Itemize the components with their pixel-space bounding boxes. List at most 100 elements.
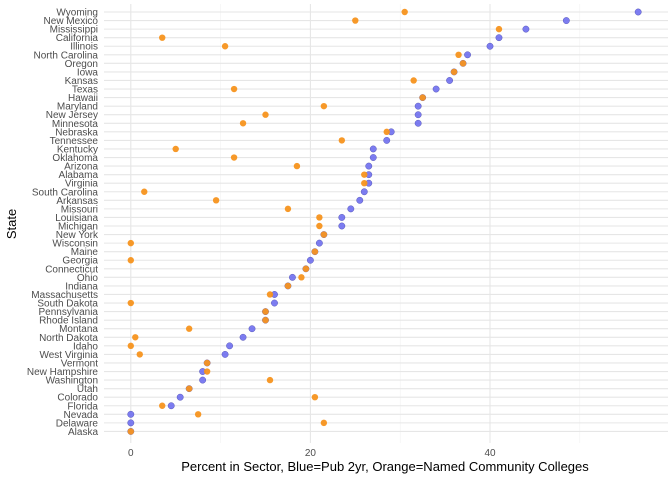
blue-point	[315, 239, 323, 247]
orange-point	[320, 102, 328, 110]
state-label: Wisconsin	[52, 239, 98, 250]
orange-point	[311, 248, 319, 255]
x-axis-title: Percent in Sector, Blue=Pub 2yr, Orange=…	[181, 459, 589, 474]
state-label: Minnesota	[52, 119, 99, 130]
blue-point	[127, 410, 135, 418]
state-label: Kentucky	[57, 144, 98, 155]
state-label: Pennsylvania	[39, 307, 99, 318]
blue-point	[239, 333, 247, 341]
state-label: Nevada	[64, 410, 99, 421]
blue-point	[369, 154, 377, 161]
orange-point	[203, 368, 211, 375]
blue-point	[446, 77, 453, 84]
state-label: California	[56, 33, 99, 44]
orange-point	[284, 282, 292, 290]
blue-point	[338, 222, 346, 230]
orange-point	[450, 68, 458, 76]
state-label: Ohio	[77, 273, 99, 284]
orange-point	[262, 316, 269, 324]
blue-point	[383, 136, 391, 144]
x-tick-label: 40	[484, 448, 496, 459]
orange-point	[194, 411, 202, 418]
orange-point	[221, 43, 229, 50]
blue-point	[221, 350, 229, 358]
state-label: Iowa	[77, 67, 99, 78]
state-label: Massachusetts	[31, 290, 98, 301]
orange-point	[172, 145, 179, 153]
state-label: Wyoming	[56, 8, 98, 19]
orange-point	[293, 162, 301, 170]
orange-point	[127, 428, 134, 435]
orange-point	[212, 197, 220, 204]
blue-point	[199, 376, 207, 384]
orange-point	[459, 60, 467, 67]
orange-point	[401, 8, 408, 16]
orange-point	[361, 171, 368, 178]
orange-point	[239, 120, 247, 127]
orange-point	[419, 94, 426, 101]
orange-point	[127, 257, 134, 264]
state-label: Maine	[71, 247, 99, 258]
state-label: North Dakota	[39, 333, 98, 344]
orange-point	[127, 239, 134, 247]
state-label: Oregon	[65, 59, 98, 70]
orange-point	[410, 77, 417, 84]
blue-point	[365, 162, 373, 170]
orange-point	[266, 376, 274, 384]
orange-point	[311, 394, 319, 401]
state-label: Kansas	[65, 76, 98, 87]
x-tick-labels: 0 20 40	[128, 448, 496, 459]
orange-point	[159, 34, 166, 41]
orange-point	[284, 205, 292, 213]
state-label: Washington	[46, 376, 98, 387]
orange-point	[132, 334, 139, 341]
state-label: Virginia	[65, 179, 99, 190]
orange-point	[203, 359, 211, 367]
state-label: Idaho	[73, 341, 98, 352]
blue-point	[338, 214, 346, 221]
state-label: Texas	[72, 85, 98, 96]
orange-point	[262, 308, 269, 315]
blue-point	[486, 42, 494, 50]
blue-point	[347, 205, 355, 213]
x-tick-label: 20	[305, 448, 317, 459]
blue-point	[248, 325, 256, 333]
orange-point	[298, 274, 305, 281]
orange-point	[230, 85, 238, 93]
state-label: Arizona	[64, 162, 98, 173]
orange-point	[361, 180, 368, 187]
orange-point	[495, 25, 503, 33]
state-label: Rhode Island	[39, 316, 98, 327]
state-label: Colorado	[57, 393, 98, 404]
blue-point	[369, 145, 377, 153]
orange-point	[127, 342, 134, 350]
state-label: New Jersey	[46, 110, 98, 121]
blue-point	[464, 51, 471, 59]
state-label: North Carolina	[34, 50, 99, 61]
state-label: Alaska	[68, 427, 98, 438]
grid-lines	[104, 4, 668, 443]
x-tick-label: 0	[128, 448, 134, 459]
orange-point	[185, 385, 193, 392]
state-label: Tennessee	[50, 136, 99, 147]
orange-point	[352, 17, 359, 24]
blue-point	[271, 299, 278, 307]
orange-point	[320, 231, 328, 238]
state-label: Missouri	[61, 204, 98, 215]
blue-point	[226, 342, 233, 350]
blue-point	[562, 17, 570, 24]
state-label: Nebraska	[55, 127, 98, 138]
orange-point	[262, 111, 269, 118]
state-label: Delaware	[56, 418, 99, 429]
blue-point	[306, 256, 314, 264]
orange-point	[127, 299, 134, 307]
state-label: Louisiana	[55, 213, 98, 224]
blue-point	[495, 34, 503, 42]
state-label: Arkansas	[56, 196, 98, 207]
orange-point	[185, 325, 193, 332]
orange-point	[159, 402, 166, 409]
state-label: Oklahoma	[52, 153, 98, 164]
state-label: Connecticut	[45, 264, 98, 275]
blue-point	[432, 85, 440, 93]
